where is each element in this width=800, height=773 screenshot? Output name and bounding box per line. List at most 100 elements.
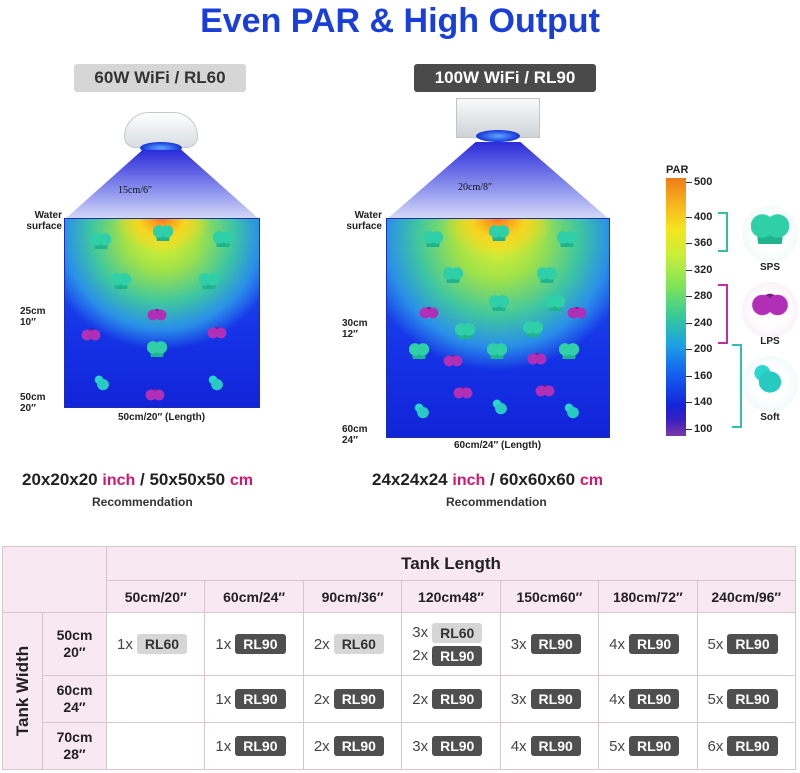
light-quantity-entry: 5x RL90: [609, 735, 696, 758]
sps-coral-icon: [537, 267, 557, 283]
model-chip: RL90: [727, 736, 778, 756]
quantity: 4x: [510, 737, 527, 755]
sps-coral-icon: [455, 323, 475, 339]
sps-coral-disc: SPS: [742, 206, 798, 273]
par-tick-label: 280: [685, 290, 713, 302]
quantity: 6x: [707, 737, 724, 755]
width-in: 20″: [63, 644, 86, 661]
soft-range-bracket: [732, 344, 742, 428]
column-header: 60cm/24″: [204, 580, 304, 613]
table-row: 60cm 24″ 1x RL90 2x RL90 2x RL90 3x RL90 4x RL90 5x R…: [3, 675, 797, 724]
rl90-lamp-image: [456, 98, 540, 148]
model-chip: RL90: [333, 689, 384, 710]
light-quantity-entry: 2x RL90: [314, 688, 401, 711]
par-tick-label: 160: [685, 369, 713, 382]
lps-coral-icon: [443, 353, 463, 369]
column-header: 50cm/20″: [105, 580, 206, 613]
lps-coral-icon: [147, 307, 167, 323]
sps-label: SPS: [759, 262, 780, 273]
sps-coral-icon: [111, 273, 131, 289]
dims-inch: 20x20x20: [22, 470, 98, 489]
light-quantity-entry: 5x RL90: [708, 688, 795, 711]
light-quantity-entry: 1x RL90: [215, 735, 302, 758]
dims-inch: 24x24x24: [372, 470, 448, 489]
model-tag-rl90: 100W WiFi / RL90: [414, 64, 596, 92]
tank-dimensions-rl60: 20x20x20 inch / 50x50x50 cm: [22, 470, 253, 490]
recommendation-cell: 2x RL90: [302, 675, 403, 724]
quantity: 1x: [215, 690, 232, 708]
recommendation-cell: 4x RL90: [499, 722, 600, 770]
par-tick-label: 100: [685, 422, 713, 435]
sps-range-bracket: [718, 212, 728, 252]
unit-inch: inch: [102, 472, 136, 489]
tank-rl60: [64, 218, 260, 408]
sps-coral-icon: [487, 343, 507, 359]
tank-width-header: Tank Width: [2, 612, 43, 770]
recommendation-cell: [105, 722, 206, 770]
table-row: Tank Width 50cm 20″ 1x RL60 1x RL90 2x RL60 3x RL…: [2, 611, 797, 770]
depth-mid-label: 30cm 12″: [342, 318, 368, 340]
lps-coral-disc: LPS: [742, 282, 798, 347]
light-quantity-entry: 3x RL90: [511, 688, 598, 711]
light-quantity-entry: 2x RL90: [412, 644, 499, 667]
par-color-bar: [666, 178, 686, 436]
recommendation-cell: 3x RL90: [401, 722, 501, 770]
depth-bottom-cm: 50cm: [20, 392, 46, 403]
light-quantity-entry: 3x RL90: [412, 735, 499, 758]
table-corner: [2, 546, 107, 613]
soft-coral-disc: Soft: [742, 356, 798, 423]
unit-cm: cm: [579, 472, 603, 489]
sps-coral-icon: [409, 343, 429, 359]
light-quantity-entry: 1x RL90: [215, 633, 302, 656]
model-chip: RL90: [530, 736, 581, 756]
quantity: 5x: [707, 635, 724, 653]
par-scale-title: PAR: [666, 164, 689, 176]
column-header: 150cm60″: [499, 580, 600, 613]
light-quantity-entry: 4x RL90: [511, 735, 598, 758]
light-quantity-entry: 4x RL90: [609, 633, 696, 656]
soft-coral-icon: [563, 403, 583, 419]
par-tick-label: 500: [685, 176, 713, 188]
quantity: 2x: [313, 737, 330, 755]
recommendation-cell: 1x RL90: [204, 722, 304, 770]
depth-bottom-cm: 60cm: [342, 424, 368, 435]
par-tick-label: 200: [685, 343, 713, 355]
cone-distance-label: 15cm/6″: [118, 185, 153, 196]
recommendation-cell: 2x RL90: [401, 675, 501, 724]
recommendation-cell: 6x RL90: [696, 722, 797, 770]
column-header: 180cm/72″: [598, 580, 698, 613]
sps-coral-icon: [443, 267, 463, 283]
sps-coral-icon: [557, 231, 577, 247]
soft-coral-icon: [491, 399, 511, 415]
recommendation-cell: 4x RL90: [598, 611, 698, 677]
sps-coral-icon: [523, 321, 543, 337]
light-quantity-entry: 1x RL90: [215, 688, 302, 711]
model-chip: RL90: [530, 634, 581, 655]
water-surface-label: Water surface: [346, 210, 382, 232]
quantity: 3x: [412, 624, 429, 642]
sps-coral-icon: [559, 343, 579, 359]
depth-mid-in: 10″: [20, 317, 36, 328]
quantity: 2x: [412, 647, 429, 665]
tank-length-header: Tank Length: [106, 546, 796, 581]
unit-inch: inch: [452, 472, 486, 489]
tank-width-label: Tank Width: [12, 645, 32, 737]
model-chip: RL90: [727, 689, 778, 710]
quantity: 3x: [510, 635, 527, 653]
depth-bottom-in: 24″: [342, 435, 358, 446]
quantity: 1x: [215, 635, 232, 653]
light-quantity-entry: 3x RL90: [511, 633, 598, 656]
lps-range-bracket: [718, 284, 728, 344]
recommendation-cell: 1x RL60: [105, 611, 206, 677]
sps-coral-icon: [489, 295, 509, 311]
quantity: 1x: [117, 635, 133, 653]
quantity: 4x: [609, 690, 625, 708]
width-cm: 70cm: [56, 729, 93, 745]
light-cone-rl60: [64, 150, 260, 220]
lps-coral-icon: [751, 290, 789, 320]
model-chip: RL90: [628, 736, 680, 756]
model-chip: RL90: [727, 634, 778, 655]
lps-label: LPS: [760, 336, 780, 347]
tank-width-value: 70cm 28″: [42, 722, 107, 770]
recommendation-cell: 5x RL90: [696, 675, 797, 724]
